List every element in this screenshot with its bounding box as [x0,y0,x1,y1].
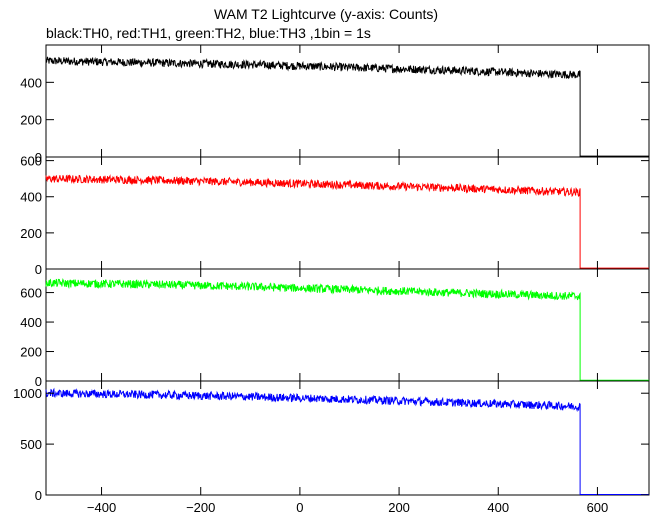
y-tick-label: 0 [35,262,42,277]
x-tick-label: 200 [388,500,410,515]
series-line-th1 [45,174,649,269]
x-tick-label: 400 [487,500,509,515]
y-tick-label: 0 [35,488,42,503]
y-tick-label: 500 [20,437,42,452]
panel-frame-th3 [45,380,650,496]
series-line-th3 [45,387,649,495]
y-tick-label: 0 [35,374,42,389]
y-tick-label: 200 [20,113,42,128]
y-tick-label: 600 [20,154,42,169]
y-tick-label: 400 [20,315,42,330]
x-tick-label: −400 [87,500,116,515]
y-tick-label: 400 [20,75,42,90]
y-tick-label: 1000 [13,386,42,401]
y-tick-label: 0 [35,150,42,165]
y-tick-label: 200 [20,226,42,241]
chart-subtitle: black:TH0, red:TH1, green:TH2, blue:TH3 … [46,25,371,41]
x-tick-label: 0 [296,500,303,515]
y-tick-label: 400 [20,190,42,205]
series-line-th0 [45,56,649,157]
x-tick-label: −200 [186,500,215,515]
x-tick-label: 600 [587,500,609,515]
series-line-th2 [45,277,649,381]
panel-frame-th1 [45,156,650,270]
chart-title: WAM T2 Lightcurve (y-axis: Counts) [213,6,439,22]
y-tick-label: 600 [20,286,42,301]
y-tick-label: 200 [20,345,42,360]
